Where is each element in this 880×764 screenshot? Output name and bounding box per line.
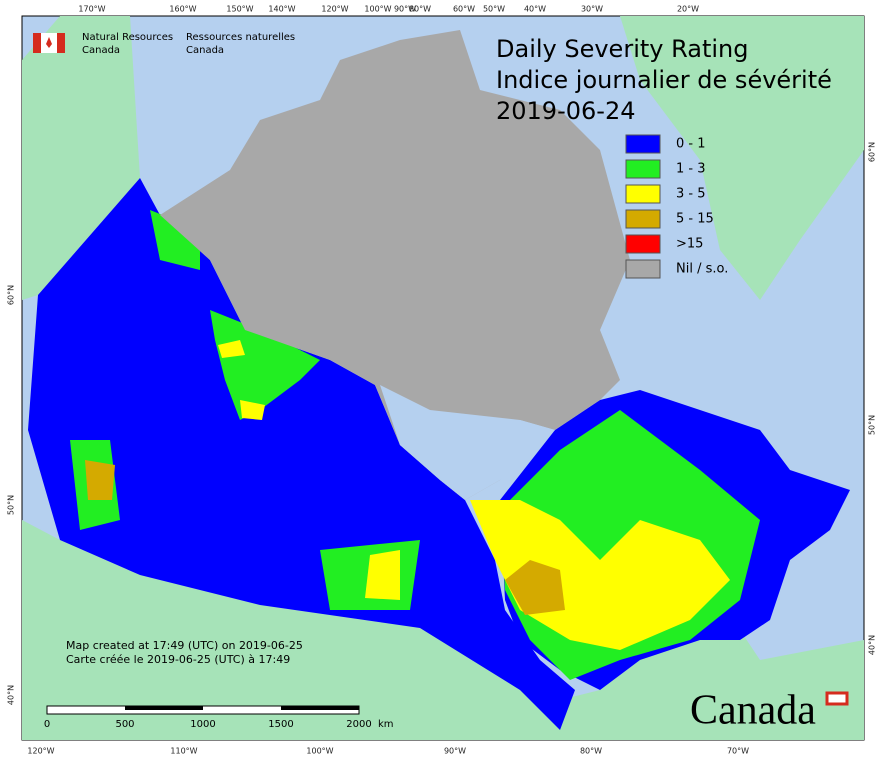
graticule-bottom: 70°W bbox=[727, 747, 749, 756]
graticule-right: 40°N bbox=[868, 635, 877, 655]
graticule-left: 50°N bbox=[7, 495, 16, 515]
graticule-right: 50°N bbox=[868, 415, 877, 435]
scale-label: 500 bbox=[115, 719, 134, 730]
graticule-top: 60°W bbox=[453, 5, 475, 14]
graticule-top: 150°W bbox=[226, 5, 253, 14]
legend-swatch bbox=[625, 134, 661, 154]
graticule-top: 30°W bbox=[581, 5, 603, 14]
graticule-bottom: 120°W bbox=[27, 747, 54, 756]
graticule-top: 140°W bbox=[268, 5, 295, 14]
graticule-top: 20°W bbox=[677, 5, 699, 14]
scale-label: 1500 bbox=[268, 719, 293, 730]
graticule-left: 60°N bbox=[7, 285, 16, 305]
graticule-top: 80°W bbox=[409, 5, 431, 14]
agency-fr: Canada bbox=[186, 45, 224, 56]
graticule-bottom: 100°W bbox=[306, 747, 333, 756]
scale-label: 1000 bbox=[190, 719, 215, 730]
agency-fr: Ressources naturelles bbox=[186, 32, 295, 43]
title-line: 2019-06-24 bbox=[496, 97, 635, 125]
western-canada bbox=[28, 178, 575, 730]
legend-label: 0 - 1 bbox=[676, 137, 706, 152]
agency-en: Natural Resources bbox=[82, 32, 173, 43]
greenland bbox=[620, 16, 864, 300]
legend-swatch bbox=[625, 234, 661, 254]
graticule-right: 60°N bbox=[868, 142, 877, 162]
scale-label: 2000 bbox=[346, 719, 371, 730]
scale-label: 0 bbox=[44, 719, 50, 730]
wordmark: Canada bbox=[690, 688, 816, 734]
yellow-zone-north bbox=[218, 340, 265, 420]
legend-label: Nil / s.o. bbox=[676, 262, 728, 277]
flag-right bbox=[57, 33, 65, 53]
legend-swatch bbox=[625, 184, 661, 204]
green-zone-north bbox=[150, 210, 320, 420]
scale-unit: km bbox=[378, 719, 394, 730]
graticule-left: 40°N bbox=[7, 685, 16, 705]
graticule-bottom: 80°W bbox=[580, 747, 602, 756]
graticule-top: 170°W bbox=[78, 5, 105, 14]
wordmark-flag bbox=[825, 691, 849, 706]
legend-label: 5 - 15 bbox=[676, 212, 714, 227]
arctic-nil bbox=[160, 30, 630, 500]
scale-bar-segment bbox=[281, 706, 359, 710]
graticule-top: 40°W bbox=[524, 5, 546, 14]
title-line: Daily Severity Rating bbox=[496, 35, 748, 63]
legend-label: 3 - 5 bbox=[676, 187, 706, 202]
orange-zone-bc bbox=[85, 460, 115, 500]
yellow-zone-prairie bbox=[365, 550, 400, 600]
hudson-bay bbox=[380, 385, 555, 500]
legend-swatch bbox=[625, 209, 661, 229]
graticule-top: 120°W bbox=[321, 5, 348, 14]
maple-leaf bbox=[46, 37, 52, 48]
orange-zone-east bbox=[505, 560, 565, 615]
legend-label: >15 bbox=[676, 237, 703, 252]
scale-bar-segment bbox=[125, 706, 203, 710]
alaska bbox=[22, 16, 140, 300]
map-note: Carte créée le 2019-06-25 (UTC) à 17:49 bbox=[66, 653, 290, 666]
graticule-top: 100°W bbox=[364, 5, 391, 14]
legend-swatch bbox=[625, 259, 661, 279]
agency-en: Canada bbox=[82, 45, 120, 56]
legend-swatch bbox=[625, 159, 661, 179]
graticule-top: 50°W bbox=[483, 5, 505, 14]
flag-left bbox=[33, 33, 41, 53]
map-note: Map created at 17:49 (UTC) on 2019-06-25 bbox=[66, 639, 303, 652]
title-line: Indice journalier de sévérité bbox=[496, 66, 832, 94]
graticule-bottom: 90°W bbox=[444, 747, 466, 756]
legend-label: 1 - 3 bbox=[676, 162, 706, 177]
graticule-bottom: 110°W bbox=[170, 747, 197, 756]
graticule-top: 90°W bbox=[394, 5, 416, 14]
graticule-top: 160°W bbox=[169, 5, 196, 14]
